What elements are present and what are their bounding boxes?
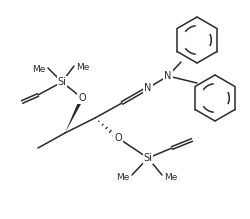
- Text: O: O: [114, 133, 121, 143]
- Text: N: N: [144, 83, 151, 93]
- Text: Me: Me: [163, 173, 177, 182]
- Text: Si: Si: [143, 153, 152, 163]
- Text: Si: Si: [57, 77, 66, 87]
- Text: O: O: [78, 93, 86, 103]
- Text: Me: Me: [76, 62, 89, 71]
- Text: N: N: [164, 71, 171, 81]
- Polygon shape: [65, 97, 84, 133]
- Text: Me: Me: [32, 65, 46, 74]
- Text: Me: Me: [116, 173, 130, 182]
